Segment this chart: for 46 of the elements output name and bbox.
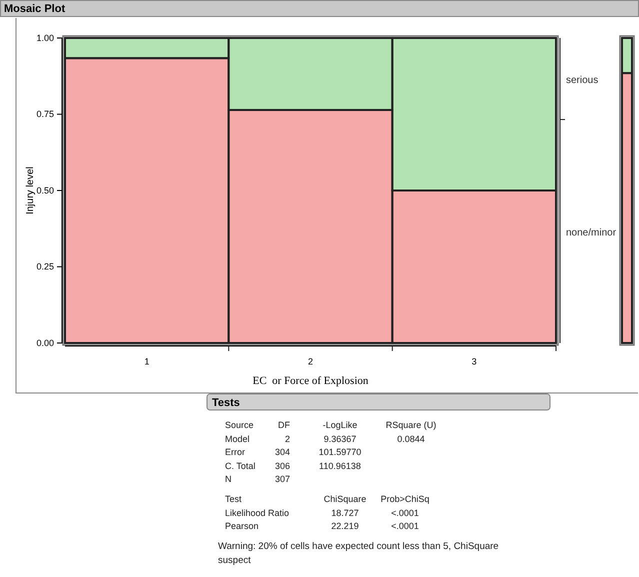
x-tick-label: 3 — [472, 356, 477, 366]
text: 307 — [274, 474, 290, 484]
text: N — [225, 474, 232, 484]
text: Model — [225, 434, 250, 444]
y-tick-label: 0.00 — [36, 338, 54, 348]
text: 9.36367 — [324, 434, 356, 444]
series-label: serious — [566, 74, 598, 86]
text: 22.219 — [331, 521, 359, 531]
y-tick-label: 0.25 — [36, 262, 54, 272]
bar — [228, 108, 394, 344]
text: Pearson — [225, 521, 259, 531]
text: 0.0844 — [397, 434, 425, 444]
text: Likelihood Ratio — [225, 508, 290, 518]
bar — [64, 37, 230, 60]
text: Tests — [212, 397, 240, 409]
text: <.0001 — [391, 521, 419, 531]
text: Test — [225, 494, 242, 504]
x-tick-label: 1 — [144, 356, 150, 366]
x-tick-label: 2 — [308, 356, 314, 366]
text: 101.59770 — [318, 447, 362, 457]
series-label: none/minor — [566, 227, 617, 238]
chart-title: Mosaic Plot — [4, 3, 66, 15]
y-tick-label: 0.50 — [36, 185, 54, 196]
text: 304 — [274, 447, 290, 457]
bar — [391, 190, 557, 344]
text: C. Total — [225, 461, 256, 471]
text: DF — [278, 420, 290, 430]
text: 110.96138 — [319, 461, 361, 471]
text: 2 — [284, 434, 290, 444]
y-tick-label: 1.00 — [36, 32, 54, 43]
x-axis-title: EC or Force of Explosion — [252, 375, 369, 387]
bar — [228, 37, 394, 111]
y-tick-label: 0.75 — [36, 109, 54, 120]
text: -LogLike — [322, 420, 358, 430]
text: Error — [225, 447, 245, 457]
bar — [391, 37, 557, 192]
text: ChiSquare — [324, 494, 366, 504]
text: 306 — [274, 461, 290, 471]
text: RSquare (U) — [386, 420, 436, 430]
text: <.0001 — [391, 508, 419, 518]
bar — [64, 57, 230, 344]
text: 18.727 — [331, 508, 359, 518]
text: Warning: 20% of cells have expected count less than 5, ChiSquare suspect — [218, 541, 499, 566]
y-axis-title: Injury level — [25, 166, 36, 214]
text: Prob>ChiSq — [380, 494, 430, 504]
text: Source — [225, 420, 254, 430]
